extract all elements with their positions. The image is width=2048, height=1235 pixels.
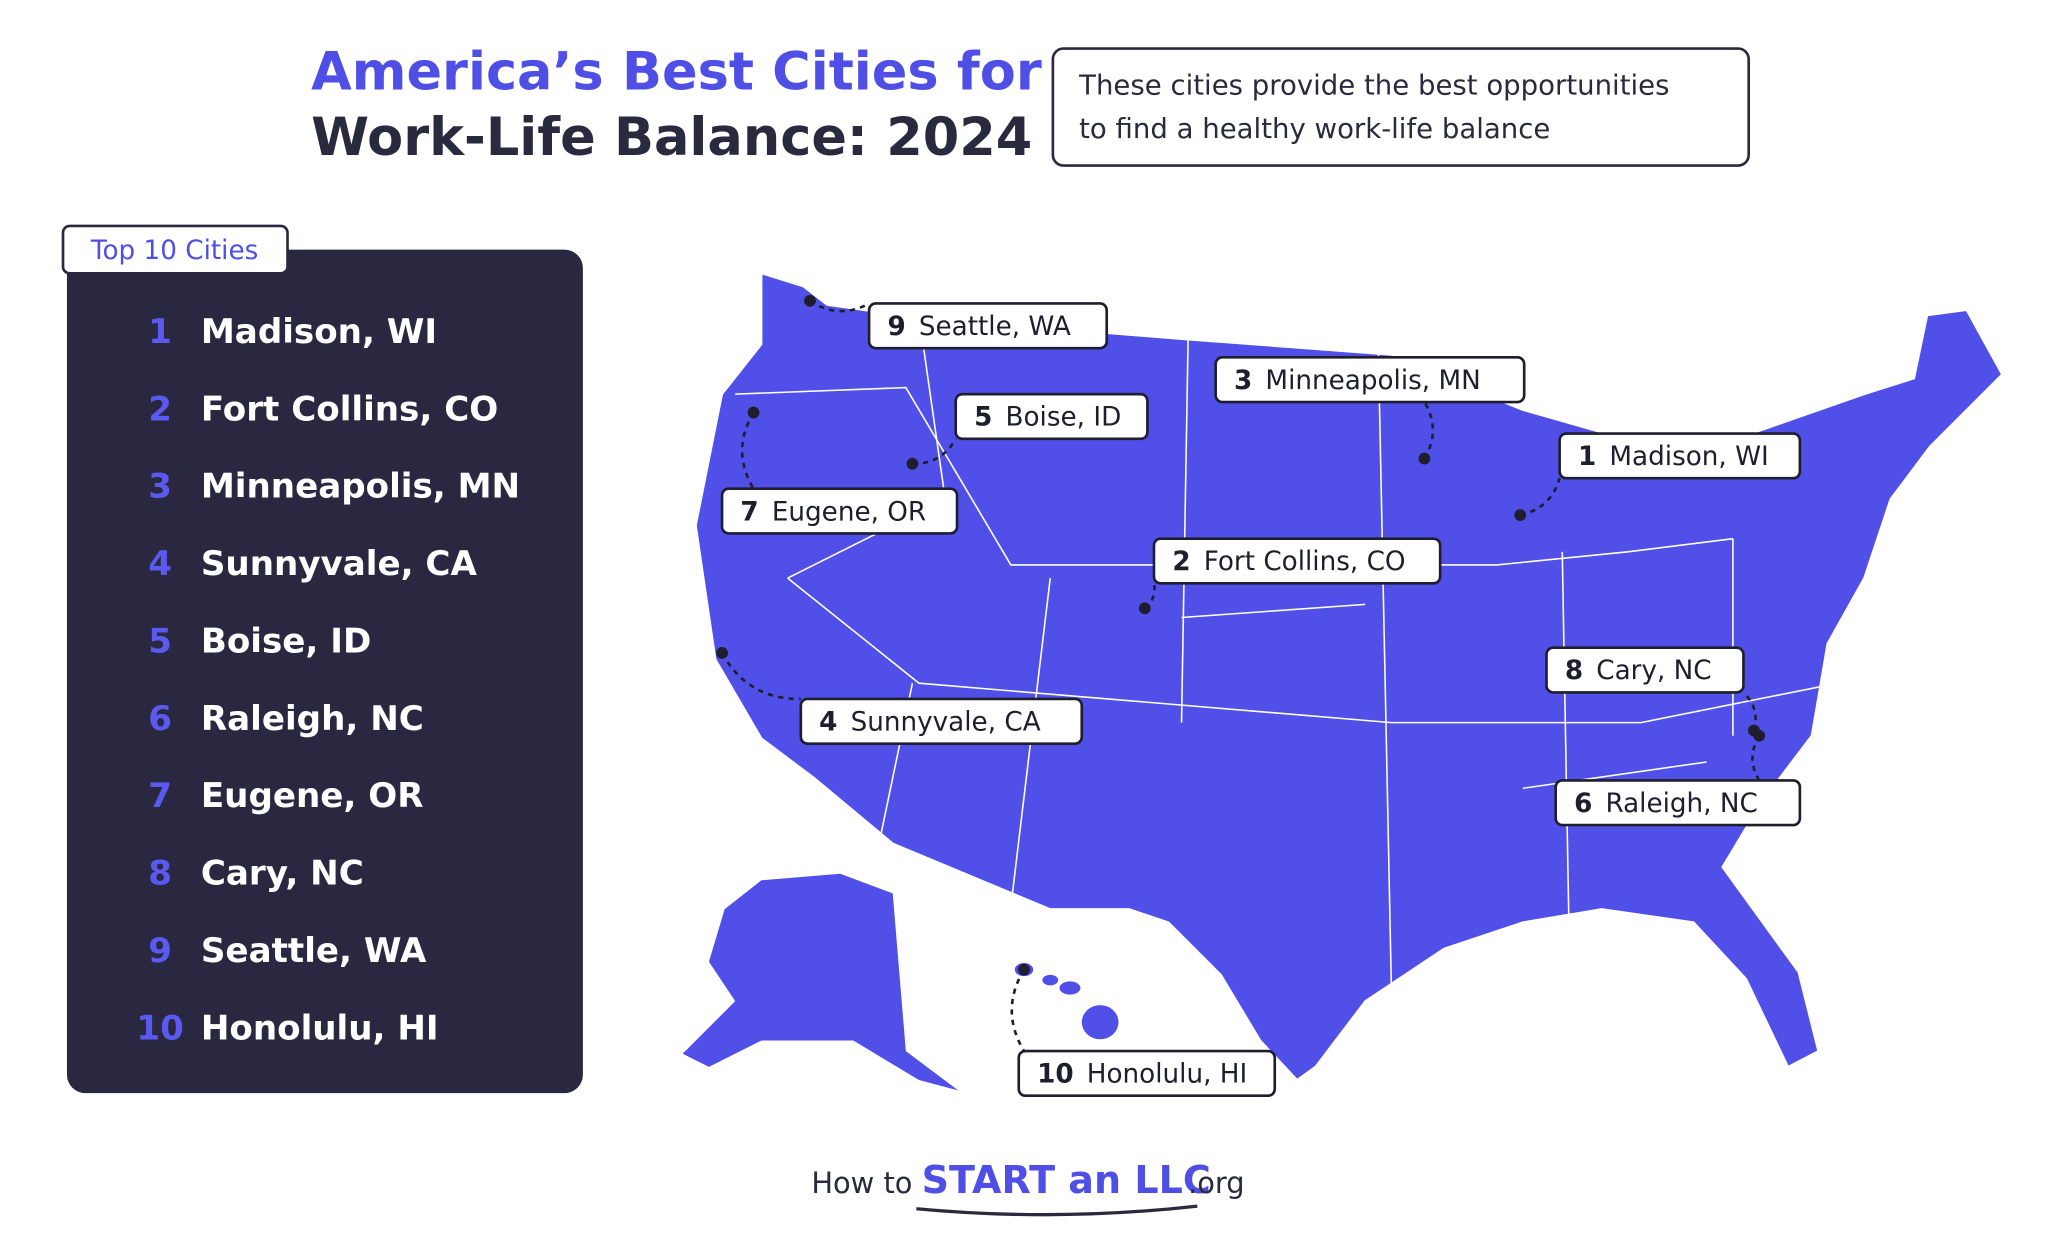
map-label-rank: 8 (1565, 656, 1583, 686)
map-label-rank: 3 (1234, 366, 1252, 396)
list-city: Fort Collins, CO (201, 389, 498, 429)
label-box (1214, 356, 1526, 404)
list-tag (61, 224, 289, 275)
city-dot (1748, 724, 1760, 737)
map-label-city: Madison, WI (1609, 442, 1768, 472)
list-rank: 2 (148, 389, 172, 429)
map-label: 10 Honolulu, HI (1037, 1060, 1247, 1090)
title-line-2: Work-Life Balance: 2024 (311, 107, 1032, 168)
map-label: 8 Cary, NC (1565, 656, 1712, 686)
label-box (1152, 537, 1442, 585)
logo-underline (916, 1204, 1198, 1217)
list-rank: 7 (148, 776, 172, 816)
list-rank: 4 (148, 544, 172, 584)
map-label-rank: 6 (1574, 789, 1592, 819)
map-label-city: Sunnyvale, CA (851, 707, 1041, 737)
map-label-rank: 2 (1172, 547, 1190, 577)
logo-suffix: .org (1188, 1166, 1245, 1200)
map-label-rank: 4 (819, 707, 837, 737)
list-rank: 3 (148, 467, 172, 507)
logo-prefix: How to (811, 1166, 912, 1200)
list-rank: 1 (148, 312, 172, 352)
city-dot (1138, 602, 1151, 615)
list-title: Top 10 Cities (90, 236, 258, 266)
city-dot (716, 647, 728, 659)
title-line-1: America’s Best Cities for (311, 41, 1042, 102)
city-dot (747, 406, 760, 419)
subtitle-line-1: These cities provide the best opportunit… (1078, 69, 1669, 102)
list-city: Sunnyvale, CA (201, 544, 478, 584)
map-label-city: Raleigh, NC (1605, 789, 1757, 819)
label-box (799, 697, 1084, 745)
list-panel (66, 249, 583, 1094)
list-city: Eugene, OR (201, 776, 424, 816)
map-label-city: Eugene, OR (772, 497, 926, 527)
map-label: 6 Raleigh, NC (1574, 789, 1758, 819)
map-label-rank: 5 (974, 403, 992, 433)
city-dot (1018, 963, 1030, 976)
connector (809, 299, 870, 313)
connector (1423, 401, 1435, 460)
map-label-rank: 7 (740, 497, 758, 527)
connector (720, 652, 801, 701)
map-label-city: Seattle, WA (919, 312, 1071, 342)
hawaii (1014, 963, 1119, 1040)
logo-brand: START an LLC (922, 1158, 1211, 1202)
map-label-rank: 10 (1037, 1060, 1074, 1090)
subtitle-line-2: to find a healthy work-life balance (1079, 112, 1550, 145)
city-dot (1514, 509, 1527, 521)
list-rank: 10 (136, 1008, 183, 1048)
map-label-rank: 9 (887, 312, 905, 342)
map-labels: 1 Madison, WI 2 Fort Collins, CO 3 Minneapoli… (716, 294, 1802, 1098)
map-label-city: Minneapolis, MN (1265, 366, 1480, 396)
label-box (1545, 646, 1745, 694)
map-label: 3 Minneapolis, MN (1234, 366, 1481, 396)
map-label: 5 Boise, ID (974, 403, 1121, 433)
map-label-city: Fort Collins, CO (1204, 547, 1406, 577)
list-city: Madison, WI (201, 312, 437, 352)
city-list: 1 Madison, WI 2 Fort Collins, CO 3 Minneapoli… (136, 312, 520, 1048)
city-dot (1418, 452, 1431, 465)
label-box (1558, 432, 1802, 480)
map-label-city: Cary, NC (1596, 656, 1711, 686)
list-rank: 8 (148, 854, 172, 894)
map-label: 1 Madison, WI (1578, 442, 1769, 472)
map: 1 Madison, WI 2 Fort Collins, CO 3 Minneapoli… (682, 271, 2004, 1098)
label-box (867, 302, 1109, 350)
list-city: Cary, NC (201, 854, 364, 894)
label-box (720, 487, 959, 535)
label-box (1017, 1049, 1277, 1098)
map-label: 2 Fort Collins, CO (1172, 547, 1405, 577)
map-label: 7 Eugene, OR (740, 497, 926, 527)
list-rank: 5 (148, 621, 172, 661)
city-dot (804, 294, 816, 307)
map-label-rank: 1 (1578, 442, 1596, 472)
list-city: Raleigh, NC (201, 699, 424, 739)
map-label-city: Honolulu, HI (1087, 1060, 1247, 1090)
list-city: Seattle, WA (201, 931, 427, 971)
subtitle-box (1051, 47, 1750, 167)
list-rank: 9 (148, 931, 172, 971)
city-dot (906, 457, 919, 470)
list-city: Minneapolis, MN (201, 467, 520, 507)
list-city: Honolulu, HI (201, 1008, 439, 1048)
map-label-city: Boise, ID (1005, 403, 1121, 433)
alaska (682, 873, 959, 1091)
map-label: 4 Sunnyvale, CA (819, 707, 1041, 737)
list-rank: 6 (148, 699, 172, 739)
label-box (954, 392, 1149, 441)
map-label: 9 Seattle, WA (887, 312, 1070, 342)
label-box (1554, 779, 1802, 827)
list-city: Boise, ID (201, 621, 371, 661)
connector (1010, 968, 1026, 1052)
